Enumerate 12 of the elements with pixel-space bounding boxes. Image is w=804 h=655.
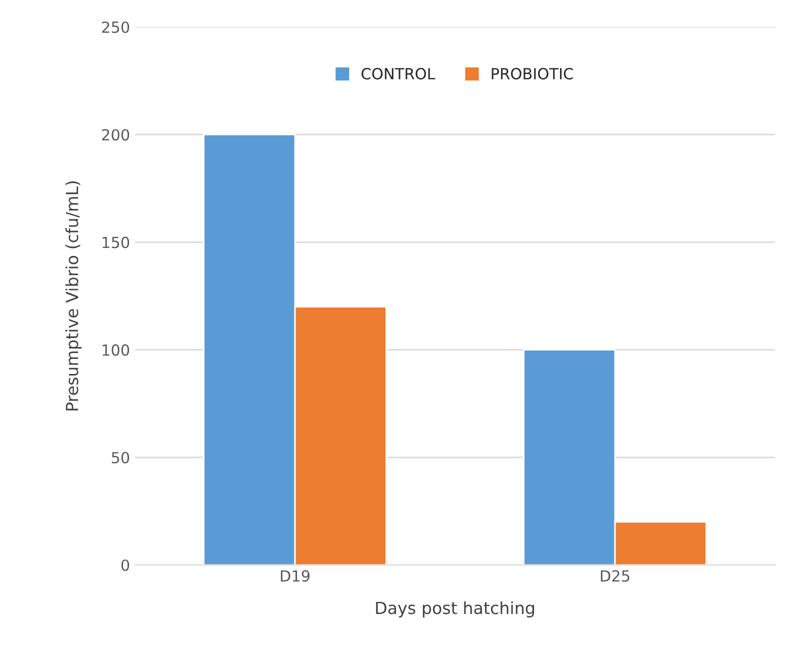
y-tick-label: 100	[102, 344, 130, 356]
y-tick-label: 150	[102, 236, 130, 248]
x-tick-label: D19	[280, 570, 310, 582]
legend-label: PROBIOTIC	[492, 68, 573, 80]
y-tick-label: 250	[102, 21, 130, 34]
y-tick-label: 200	[102, 129, 130, 141]
y-tick-label: 0	[121, 559, 130, 572]
y-tick-label: 50	[112, 452, 130, 464]
y-axis-title: Presumptive Vibrio (cfu/mL)	[65, 181, 82, 410]
x-axis-title: Days post hatching	[376, 601, 534, 618]
x-tick-label: D25	[600, 570, 630, 582]
legend-label: CONTROL	[362, 68, 436, 80]
